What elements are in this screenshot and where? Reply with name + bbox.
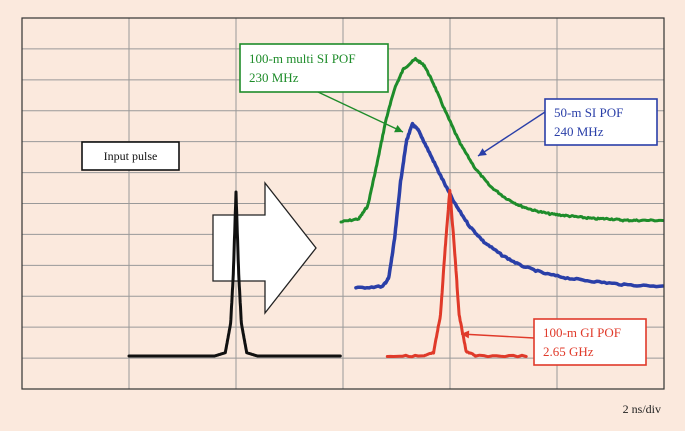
- input-pulse-trace: [127, 190, 342, 358]
- arrowhead-icon: [478, 148, 487, 156]
- trace-100m-multi-si-pof: [339, 57, 665, 224]
- x-scale-label: 2 ns/div: [623, 402, 661, 416]
- arrowhead-icon: [461, 330, 470, 339]
- callout-pointer: [460, 333, 535, 339]
- callouts: Input pulse 100-m multi SI POF 230 MHz 50-m…: [81, 43, 658, 366]
- trace-50m-si-pof: [354, 121, 665, 290]
- trace-100m-gi-pof: [385, 188, 528, 359]
- callout-text: 100-m GI POF: [543, 325, 621, 340]
- callout-text: Input pulse: [104, 149, 158, 163]
- callout-box: [81, 141, 180, 171]
- callout-text: 100-m multi SI POF: [249, 51, 356, 66]
- plot-frame: [21, 17, 665, 390]
- callout-box: [239, 43, 389, 93]
- traces: [127, 57, 665, 359]
- callout-text: 50-m SI POF: [554, 105, 623, 120]
- callout-pointer: [477, 111, 546, 157]
- arrowhead-icon: [394, 124, 403, 133]
- callout-text: 2.65 GHz: [543, 344, 594, 359]
- callout-50m-si-pof: 50-m SI POF 240 MHz: [477, 98, 658, 157]
- callout-text: 230 MHz: [249, 70, 299, 85]
- callout-input-pulse: Input pulse: [81, 141, 180, 171]
- callout-100m-multi-si-pof: 100-m multi SI POF 230 MHz: [239, 43, 404, 133]
- callout-box: [544, 98, 658, 146]
- callout-box: [533, 318, 647, 366]
- callout-100m-gi-pof: 100-m GI POF 2.65 GHz: [460, 318, 647, 366]
- transfer-arrow-icon: [212, 181, 317, 315]
- callout-pointer: [317, 91, 404, 133]
- callout-text: 240 MHz: [554, 124, 604, 139]
